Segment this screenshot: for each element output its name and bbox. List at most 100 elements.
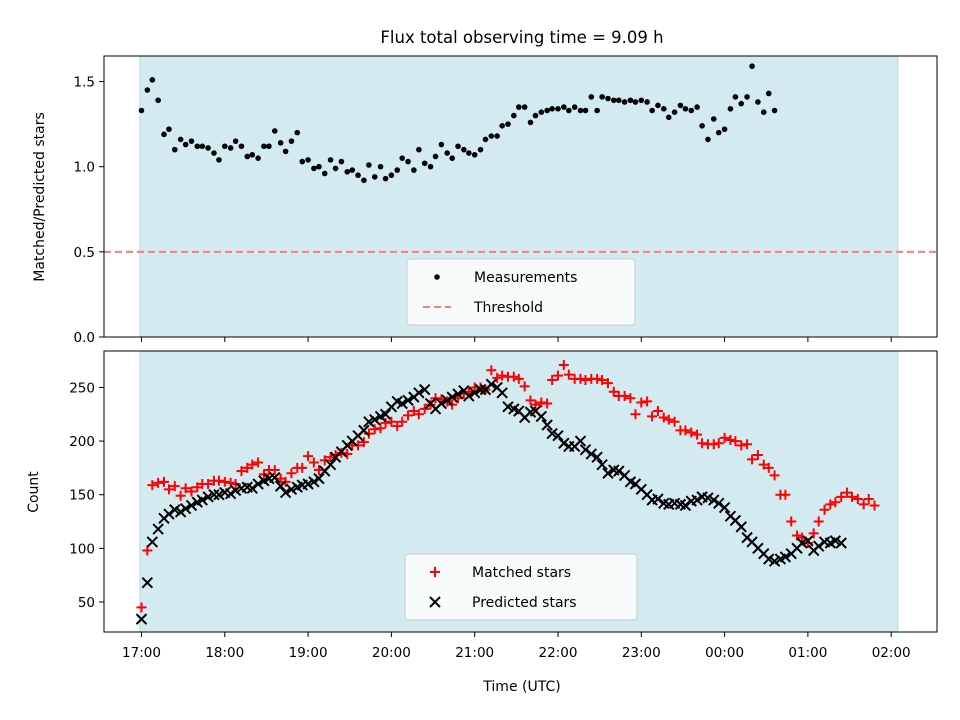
data-point (163, 508, 175, 520)
y-tick-label: 200 (69, 434, 95, 450)
data-point (665, 114, 672, 121)
data-point (279, 486, 292, 499)
data-point (561, 104, 567, 110)
data-point (869, 500, 880, 511)
data-point (492, 372, 503, 383)
data-point (558, 437, 570, 449)
y-tick-label: 250 (69, 380, 95, 396)
data-point (682, 105, 689, 112)
data-point (744, 94, 750, 100)
data-point (297, 462, 308, 473)
data-point (175, 490, 186, 501)
data-point (194, 143, 201, 150)
legend-label: Threshold (473, 300, 543, 316)
data-point (172, 146, 178, 153)
data-point (303, 451, 314, 462)
legend-marker (429, 596, 441, 608)
data-point (858, 499, 869, 510)
data-point (282, 148, 289, 155)
data-point (836, 491, 847, 502)
data-point (411, 167, 417, 173)
data-point (680, 425, 691, 436)
data-point (399, 155, 406, 161)
data-point (149, 77, 156, 83)
x-tick-label: 23:00 (622, 645, 661, 661)
data-point (655, 102, 661, 109)
data-point (286, 468, 297, 479)
legend-marker (434, 274, 440, 280)
data-point (671, 109, 678, 115)
data-point (369, 413, 381, 426)
y-tick-label: 100 (69, 541, 95, 557)
data-point (508, 371, 519, 382)
data-point (516, 104, 522, 110)
series-measurements (138, 63, 778, 184)
data-point (625, 393, 636, 404)
data-point (513, 373, 524, 384)
data-point (697, 438, 708, 449)
data-point (719, 432, 730, 443)
data-point (718, 501, 731, 514)
data-point (355, 172, 361, 179)
data-point (738, 100, 745, 107)
data-point (435, 397, 448, 410)
x-tick-label: 19:00 (289, 645, 328, 661)
data-point (288, 138, 295, 144)
data-point (185, 499, 198, 512)
data-point (430, 393, 441, 404)
data-point (535, 410, 548, 423)
data-point (536, 397, 547, 408)
data-point (199, 143, 206, 150)
data-point (166, 126, 172, 133)
data-point (205, 145, 211, 151)
data-point (474, 383, 487, 396)
data-point (630, 409, 641, 420)
data-point (802, 535, 814, 547)
y-tick-label: 0.0 (74, 330, 95, 346)
data-point (552, 370, 563, 381)
data-point (369, 424, 380, 435)
data-point (725, 435, 736, 446)
data-point (566, 107, 572, 114)
data-point (496, 387, 508, 399)
data-point (647, 411, 658, 422)
data-point (413, 387, 425, 399)
data-point (252, 478, 264, 490)
data-point (232, 138, 239, 144)
data-point (599, 94, 605, 100)
data-point (155, 97, 161, 104)
data-point (649, 107, 655, 114)
data-point (332, 165, 339, 172)
data-point (432, 153, 439, 160)
data-point (658, 412, 669, 423)
data-point (363, 428, 374, 439)
data-point (163, 484, 174, 495)
data-point (621, 99, 628, 105)
data-point (413, 409, 424, 420)
data-point (577, 107, 584, 114)
data-point (547, 374, 558, 385)
data-point (679, 499, 692, 512)
data-point (652, 493, 664, 505)
data-point (177, 136, 184, 143)
data-point (247, 459, 258, 470)
data-point (313, 472, 325, 485)
data-point (549, 105, 555, 112)
data-point (452, 388, 464, 400)
data-point (863, 494, 874, 505)
data-point (188, 138, 195, 144)
data-point (688, 107, 695, 114)
data-point (142, 545, 153, 556)
data-point (579, 443, 592, 456)
data-point (141, 576, 154, 589)
data-point (613, 465, 625, 477)
data-point (585, 448, 598, 460)
legend-label: Measurements (474, 270, 577, 286)
data-point (180, 483, 191, 494)
data-point (519, 381, 530, 392)
data-point (427, 163, 434, 170)
data-point (532, 112, 539, 119)
data-point (377, 163, 384, 170)
data-point (386, 416, 397, 427)
